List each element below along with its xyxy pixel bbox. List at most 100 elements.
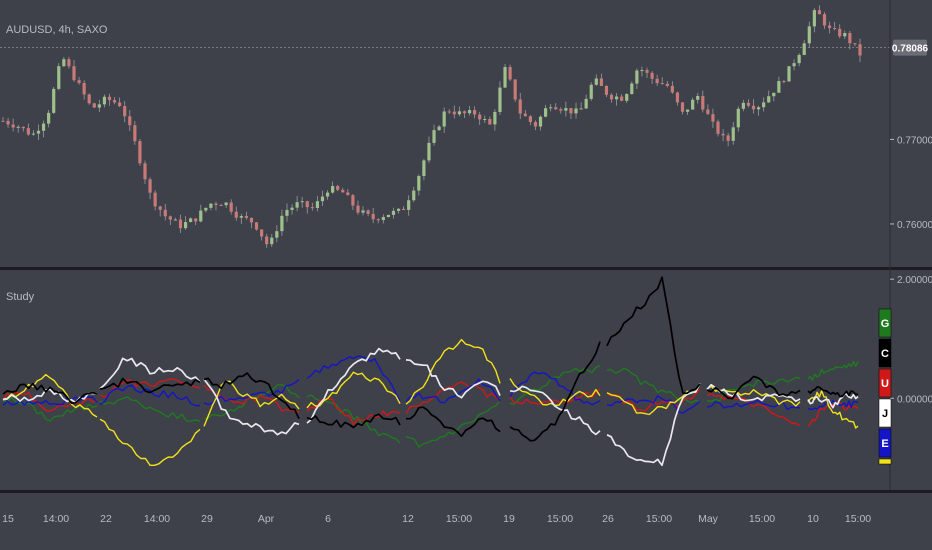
candle-down [356,205,360,213]
legend-swatch [878,398,892,428]
candle-up [442,111,446,127]
study-series-line [606,383,701,467]
study-series-line [2,395,98,406]
candle-up [47,112,51,124]
candle-up [422,160,426,177]
legend-label: U [881,378,889,390]
time-tick-label: 14:00 [43,513,69,525]
candle-up [503,66,507,88]
study-series-line [306,413,401,429]
candle-up [396,208,401,211]
candle-down [675,92,680,103]
candle-down [620,96,624,101]
candle-up [493,111,497,125]
price-tick-label: 0.76000 [897,220,932,231]
study-series-line [706,375,801,400]
time-tick-label: May [698,513,719,525]
legend-swatch [878,458,892,465]
study-axis-ticks: 2.00000 0.00000 [890,275,932,405]
study-series-line [203,384,300,420]
candle-down [346,192,350,196]
time-tick-label: 15:00 [646,513,672,525]
candle-up [432,130,436,143]
pane-separator[interactable] [0,267,932,270]
candle-up [391,210,396,215]
legend-label: C [881,348,889,360]
price-axis[interactable]: 0.77000 0.76000 0.78086 2.00000 0.00000 G C… [878,0,932,490]
candle-down [87,94,91,104]
study-tick-label: 0.00000 [897,394,932,405]
candle-down [528,116,532,123]
symbol-label: AUDUSD, 4h, SAXO [6,24,108,36]
candle-up [498,87,502,112]
candle-down [711,114,715,122]
study-series-line [807,360,859,381]
study-pane[interactable]: Study [2,276,859,467]
candle-down [148,179,152,193]
candle-down [123,106,127,117]
candle-up [280,215,284,232]
study-series-line [606,395,701,414]
candle-down [219,205,223,207]
candle-down [523,113,527,117]
candle-down [82,83,86,95]
legend-label: G [881,318,890,330]
candle-up [204,207,208,211]
candle-down [153,192,157,207]
candle-up [741,102,745,109]
candle-up [325,192,330,197]
candles [1,5,862,248]
candle-down [782,81,786,83]
candle-down [244,216,249,218]
candle-up [772,92,776,97]
candle-down [194,218,198,222]
price-pane[interactable]: AUDUSD, 4h, SAXO [0,5,890,248]
time-axis[interactable]: 15 14:00 22 14:00 29 Apr 6 12 15:00 19 15:00 26 15:0… [2,513,871,525]
candle-down [178,219,183,229]
time-tick-label: 22 [100,513,112,525]
time-tick-label: 12 [402,513,414,525]
candle-down [533,122,538,127]
candle-up [549,107,553,109]
candle-down [447,111,451,113]
study-series-line [99,357,201,390]
candle-up [16,126,20,128]
study-series-line [706,383,801,403]
candle-down [92,103,96,108]
candle-down [112,100,117,103]
candle-up [589,84,593,99]
candle-up [594,78,598,85]
candle-up [427,142,431,161]
candle-down [249,217,254,223]
study-series-line [203,378,300,436]
candle-up [777,81,781,93]
study-series-line [509,341,601,442]
candle-up [57,66,61,89]
candle-down [721,133,725,136]
candle-down [716,121,720,134]
candle-up [797,54,801,64]
candle-up [102,96,107,105]
candle-down [508,66,512,80]
study-series-line [2,396,98,422]
candle-up [543,108,548,117]
candle-up [685,109,690,112]
candle-up [812,10,816,27]
study-series-line [406,406,501,437]
candle-down [827,25,832,28]
candle-down [680,102,685,112]
candle-down [655,78,659,84]
candle-down [838,28,842,37]
candle-up [625,94,629,101]
candle-up [538,116,543,127]
candle-down [158,206,162,210]
candle-down [229,202,233,212]
candle-up [239,216,243,218]
candle-down [726,135,730,141]
candle-down [701,95,705,110]
candle-up [483,119,487,121]
study-series-line [2,373,98,418]
